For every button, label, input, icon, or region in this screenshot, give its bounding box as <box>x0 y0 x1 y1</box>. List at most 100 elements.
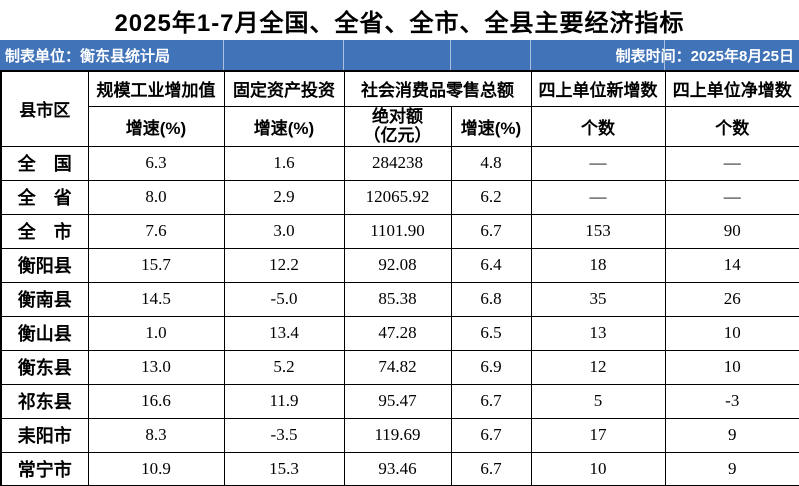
data-cell: 6.9 <box>450 349 532 385</box>
data-cell: 15.7 <box>87 247 225 283</box>
data-cell: 74.82 <box>343 349 452 385</box>
row-label-cell: 全 市 <box>0 213 89 249</box>
col-group-industry: 规模工业增加值 <box>87 70 225 107</box>
table-row-city: 全 市 7.6 3.0 1101.90 6.7 153 90 <box>0 213 799 249</box>
data-cell: 2.9 <box>223 179 345 215</box>
data-cell: 85.38 <box>343 281 452 317</box>
data-cell: 17 <box>530 417 666 453</box>
data-cell: -3.5 <box>223 417 345 453</box>
data-cell: -5.0 <box>223 281 345 317</box>
data-cell: 10 <box>664 349 799 385</box>
data-cell: 10 <box>530 451 666 486</box>
row-label-cell: 全 省 <box>0 179 89 215</box>
data-cell: 15.3 <box>223 451 345 486</box>
col-group-net-units: 四上单位净增数 <box>664 70 799 107</box>
data-cell: 93.46 <box>343 451 452 486</box>
row-label-cell: 耒阳市 <box>0 417 89 453</box>
data-cell: 95.47 <box>343 383 452 419</box>
data-cell: 35 <box>530 281 666 317</box>
data-cell: 10 <box>664 315 799 351</box>
row-label-cell: 衡山县 <box>0 315 89 351</box>
data-cell: 1.6 <box>223 145 345 181</box>
indicators-table: 县市区 规模工业增加值 固定资产投资 社会消费品零售总额 四上单位新增数 四上单… <box>0 70 799 486</box>
data-cell: 6.4 <box>450 247 532 283</box>
table-maker-label: 制表单位：衡东县统计局 <box>5 47 171 65</box>
data-cell: 1101.90 <box>343 213 452 249</box>
data-cell: 8.0 <box>87 179 225 215</box>
table-row-leiyang: 耒阳市 8.3 -3.5 119.69 6.7 17 9 <box>0 417 799 453</box>
table-row-hengnan: 衡南县 14.5 -5.0 85.38 6.8 35 26 <box>0 281 799 317</box>
data-cell: 12065.92 <box>343 179 452 215</box>
data-cell: 284238 <box>343 145 452 181</box>
grid-separator <box>450 40 451 70</box>
sub-header-cell: 个数 <box>664 105 799 147</box>
data-cell: 6.3 <box>87 145 225 181</box>
sub-header-cell: 绝对额 （亿元） <box>343 105 452 147</box>
data-cell: 5.2 <box>223 349 345 385</box>
data-cell: 9 <box>664 417 799 453</box>
table-row-hengshan: 衡山县 1.0 13.4 47.28 6.5 13 10 <box>0 315 799 351</box>
data-cell: 13 <box>530 315 666 351</box>
data-cell: 6.7 <box>450 213 532 249</box>
table-date-label: 制表时间：2025年8月25日 <box>615 47 794 65</box>
data-cell: 6.7 <box>450 451 532 486</box>
data-cell: 153 <box>530 213 666 249</box>
col-group-retail: 社会消费品零售总额 <box>343 70 532 107</box>
grid-separator <box>530 40 531 70</box>
data-cell: 13.4 <box>223 315 345 351</box>
header-row-1: 县市区 规模工业增加值 固定资产投资 社会消费品零售总额 四上单位新增数 四上单… <box>0 70 799 147</box>
data-cell: 16.6 <box>87 383 225 419</box>
data-cell: 92.08 <box>343 247 452 283</box>
data-cell: 14 <box>664 247 799 283</box>
data-cell: 6.5 <box>450 315 532 351</box>
data-cell: 7.6 <box>87 213 225 249</box>
data-cell: 9 <box>664 451 799 486</box>
data-cell: — <box>664 179 799 215</box>
data-cell: 18 <box>530 247 666 283</box>
data-cell: 6.8 <box>450 281 532 317</box>
data-cell: — <box>664 145 799 181</box>
data-cell: 6.2 <box>450 179 532 215</box>
info-bar: 制表单位：衡东县统计局 制表时间：2025年8月25日 <box>0 40 799 70</box>
row-label-cell: 全 国 <box>0 145 89 181</box>
data-cell: 90 <box>664 213 799 249</box>
page-title: 2025年1-7月全国、全省、全市、全县主要经济指标 <box>114 9 685 37</box>
data-cell: 4.8 <box>450 145 532 181</box>
data-cell: — <box>530 145 666 181</box>
grid-separator <box>664 40 665 70</box>
data-cell: 6.7 <box>450 417 532 453</box>
row-label-cell: 常宁市 <box>0 451 89 486</box>
data-cell: 119.69 <box>343 417 452 453</box>
data-cell: 47.28 <box>343 315 452 351</box>
table-row-hengdong: 衡东县 13.0 5.2 74.82 6.9 12 10 <box>0 349 799 385</box>
data-cell: 11.9 <box>223 383 345 419</box>
data-cell: — <box>530 179 666 215</box>
sub-header-cell: 增速(%) <box>87 105 225 147</box>
data-cell: 1.0 <box>87 315 225 351</box>
table-row-changning: 常宁市 10.9 15.3 93.46 6.7 10 9 <box>0 451 799 486</box>
data-cell: 6.7 <box>450 383 532 419</box>
col-group-investment: 固定资产投资 <box>223 70 345 107</box>
data-cell: 8.3 <box>87 417 225 453</box>
grid-separator <box>343 40 344 70</box>
sub-header-cell: 增速(%) <box>450 105 532 147</box>
row-label-cell: 衡阳县 <box>0 247 89 283</box>
data-cell: 12 <box>530 349 666 385</box>
header-row-2: 增速(%) 增速(%) 绝对额 （亿元） 增速(%) 个数 个数 <box>1 105 799 147</box>
data-cell: 10.9 <box>87 451 225 486</box>
corner-header-cell: 县市区 <box>0 70 89 147</box>
data-cell: 5 <box>530 383 666 419</box>
table-row-hengyang: 衡阳县 15.7 12.2 92.08 6.4 18 14 <box>0 247 799 283</box>
col-group-new-units: 四上单位新增数 <box>530 70 666 107</box>
table-row-qidong: 祁东县 16.6 11.9 95.47 6.7 5 -3 <box>0 383 799 419</box>
data-cell: 14.5 <box>87 281 225 317</box>
row-label-cell: 衡东县 <box>0 349 89 385</box>
grid-separator <box>223 40 224 70</box>
row-label-cell: 祁东县 <box>0 383 89 419</box>
data-cell: 26 <box>664 281 799 317</box>
table-row-province: 全 省 8.0 2.9 12065.92 6.2 — — <box>0 179 799 215</box>
sub-header-cell: 增速(%) <box>223 105 345 147</box>
data-cell: 3.0 <box>223 213 345 249</box>
sub-header-cell: 个数 <box>530 105 666 147</box>
